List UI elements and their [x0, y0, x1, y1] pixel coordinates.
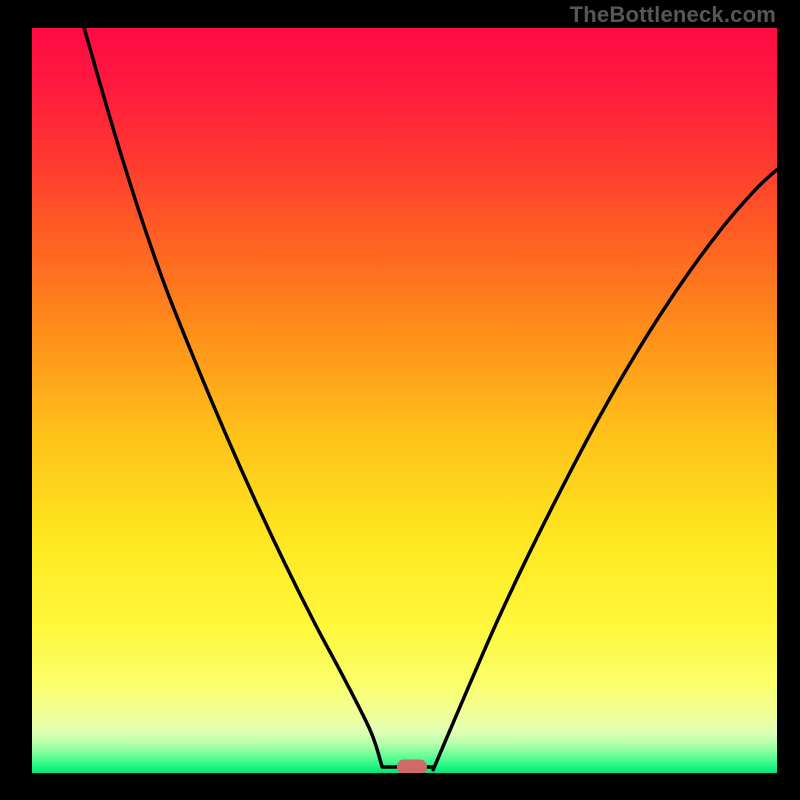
plot-background [32, 28, 777, 773]
chart-stage: TheBottleneck.com [0, 0, 800, 800]
bottleneck-chart-svg [0, 0, 800, 800]
watermark-text: TheBottleneck.com [570, 2, 776, 28]
optimal-point-marker [397, 760, 427, 775]
